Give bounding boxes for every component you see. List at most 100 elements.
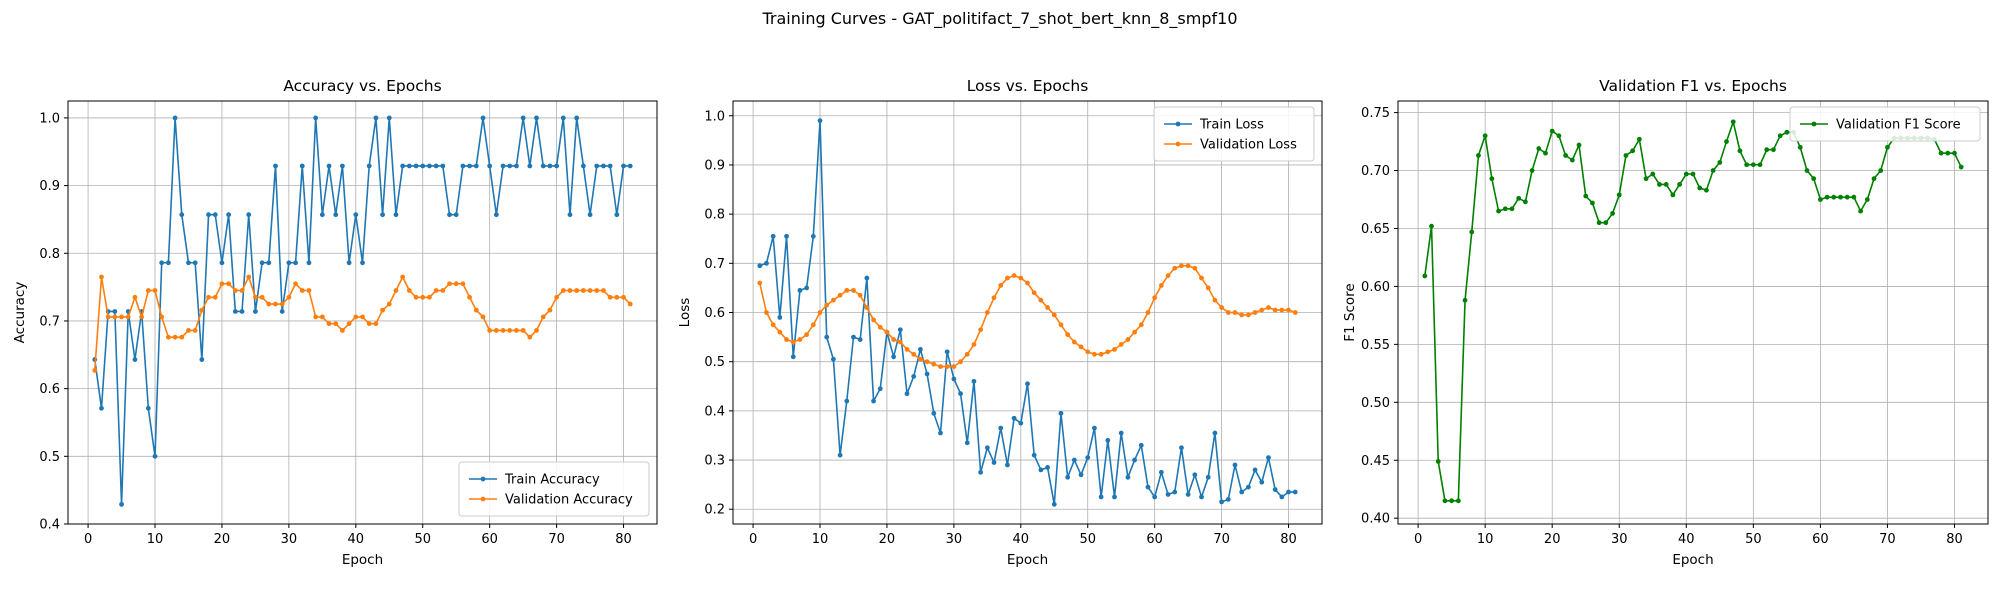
data-point	[433, 288, 439, 293]
data-point	[1225, 497, 1231, 502]
data-point	[420, 163, 426, 169]
x-tick-label: 70	[548, 532, 565, 547]
data-point	[560, 115, 566, 121]
panel-2: 0 10 20 30 40 50 60 70 80 0.2 0.3 0.4 0.5 0.6 0.7 0.8 0.…	[677, 77, 1323, 568]
data-point	[346, 321, 352, 327]
data-point	[1185, 492, 1191, 497]
y-tick-label: 0.55	[1361, 338, 1390, 353]
data-point	[804, 285, 810, 291]
data-point	[1596, 220, 1602, 226]
data-point	[770, 233, 776, 239]
data-point	[373, 115, 379, 121]
data-point	[938, 430, 943, 436]
y-tick-label: 0.40	[1361, 512, 1390, 527]
data-point	[534, 328, 539, 333]
data-point	[1045, 465, 1050, 470]
y-tick-label: 0.3	[704, 454, 725, 469]
data-point	[306, 260, 312, 266]
data-point	[99, 274, 104, 280]
data-point	[864, 305, 870, 310]
data-point	[877, 386, 883, 392]
data-point	[520, 328, 526, 333]
data-point	[1105, 437, 1111, 443]
legend-label: Validation Accuracy	[505, 493, 633, 508]
data-point	[1085, 349, 1091, 355]
data-point	[567, 288, 573, 293]
data-point	[1165, 273, 1171, 279]
data-point	[1938, 150, 1944, 156]
data-point	[1078, 472, 1084, 478]
data-point	[1205, 474, 1211, 480]
y-tick-label: 0.65	[1361, 222, 1390, 237]
data-point	[1205, 285, 1211, 291]
x-tick-label: 20	[879, 532, 896, 547]
data-point	[1811, 176, 1817, 182]
data-point	[1449, 498, 1455, 504]
data-point	[607, 163, 613, 169]
legend-swatch-marker	[480, 496, 486, 502]
x-tick-label: 0	[84, 532, 92, 547]
data-point	[1172, 265, 1178, 271]
data-point	[99, 405, 104, 411]
data-point	[777, 329, 783, 335]
data-point	[851, 334, 856, 340]
data-point	[1266, 305, 1271, 310]
data-point	[864, 275, 870, 281]
data-point	[232, 309, 238, 314]
data-point	[212, 212, 218, 218]
data-point	[1005, 462, 1010, 468]
data-point	[891, 354, 897, 360]
legend: Train Loss Validation Loss	[1153, 106, 1315, 162]
data-point	[246, 274, 252, 280]
data-point	[804, 332, 810, 338]
x-axis-label: Epoch	[342, 552, 383, 568]
data-point	[978, 469, 984, 475]
data-point	[386, 115, 392, 121]
data-point	[621, 163, 626, 169]
data-point	[911, 351, 917, 357]
data-point	[790, 354, 796, 360]
data-point	[1058, 410, 1064, 416]
data-point	[764, 260, 769, 266]
data-point	[259, 294, 265, 300]
x-axis-label: Epoch	[1007, 552, 1048, 568]
data-point	[1078, 344, 1084, 350]
data-point	[897, 327, 903, 333]
data-point	[226, 212, 232, 218]
data-point	[817, 118, 823, 124]
data-point	[1025, 280, 1030, 286]
data-point	[293, 281, 298, 287]
data-point	[871, 317, 876, 323]
data-point	[1536, 146, 1542, 151]
data-point	[1292, 489, 1298, 495]
data-point	[944, 349, 950, 355]
data-point	[514, 328, 519, 333]
x-tick-label: 40	[1678, 532, 1695, 547]
data-point	[447, 281, 452, 287]
data-point	[393, 288, 399, 293]
data-point	[406, 288, 412, 293]
legend-label: Validation Loss	[1200, 138, 1297, 153]
data-point	[1690, 171, 1696, 177]
data-point	[192, 328, 198, 333]
data-point	[1455, 498, 1461, 504]
x-tick-label: 10	[147, 532, 164, 547]
data-point	[1252, 310, 1258, 315]
data-point	[1683, 171, 1689, 177]
data-point	[931, 361, 937, 367]
data-point	[393, 212, 399, 218]
data-point	[621, 294, 626, 300]
data-point	[219, 281, 225, 287]
data-point	[145, 405, 151, 411]
data-point	[186, 260, 191, 266]
data-point	[1636, 136, 1642, 142]
data-point	[1569, 157, 1575, 163]
data-point	[1543, 150, 1548, 156]
y-tick-label: 0.6	[39, 382, 60, 397]
data-point	[259, 260, 265, 266]
y-tick-label: 0.9	[39, 179, 60, 194]
data-point	[971, 378, 977, 384]
data-point	[380, 307, 385, 313]
data-point	[627, 301, 633, 307]
